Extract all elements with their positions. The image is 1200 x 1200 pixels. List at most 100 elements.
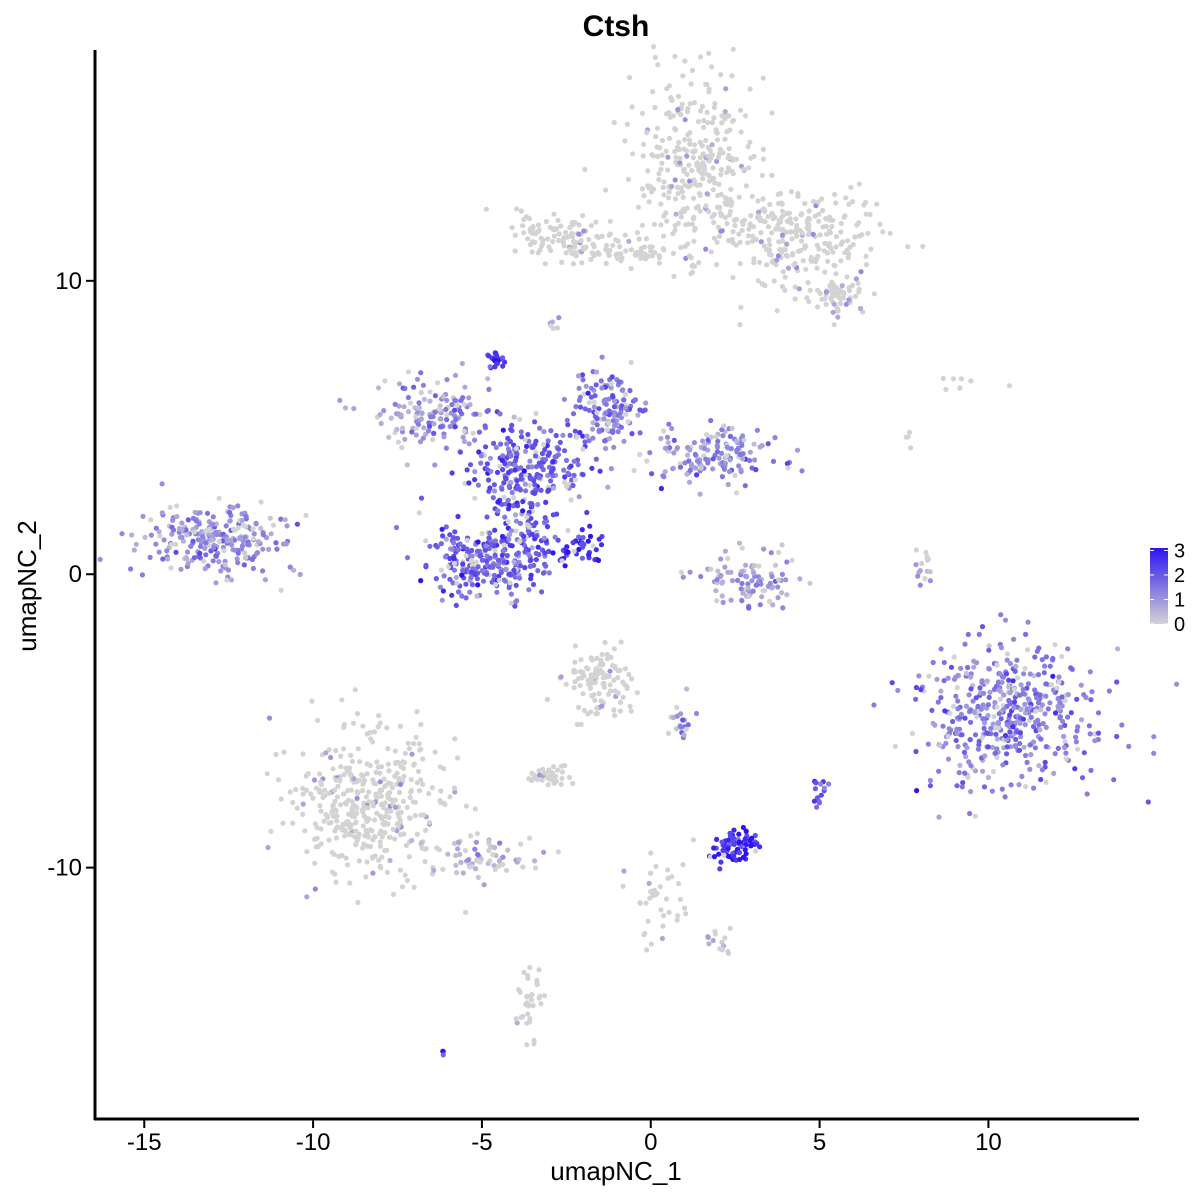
- cell-point: [722, 109, 728, 115]
- cell-point: [503, 867, 510, 873]
- cell-point: [532, 858, 538, 864]
- cell-point: [714, 598, 720, 604]
- cell-point: [485, 376, 491, 382]
- cell-point: [669, 183, 675, 189]
- cell-point: [693, 710, 700, 717]
- cell-point: [863, 199, 869, 205]
- cell-point: [551, 233, 558, 239]
- cell-point: [360, 845, 366, 851]
- cell-point: [491, 572, 498, 579]
- chart-title: Ctsh: [583, 10, 650, 43]
- cell-point: [341, 772, 347, 778]
- cell-point: [718, 72, 724, 78]
- cell-point: [153, 525, 159, 531]
- cell-point: [156, 549, 162, 555]
- cell-point: [347, 880, 353, 886]
- cell-point: [667, 445, 673, 451]
- cell-point: [530, 776, 536, 783]
- cell-point: [779, 249, 785, 256]
- cell-point: [1025, 681, 1031, 687]
- cell-point: [627, 74, 633, 81]
- cell-point: [572, 679, 578, 685]
- cell-point: [1043, 779, 1049, 785]
- cell-point: [366, 789, 372, 795]
- cell-point: [375, 385, 382, 391]
- cell-point: [570, 411, 577, 417]
- cell-point: [819, 196, 825, 202]
- cell-point: [997, 671, 1003, 677]
- cell-point: [1087, 731, 1093, 737]
- cell-point: [575, 676, 582, 682]
- cell-point: [649, 471, 655, 477]
- cell-point: [779, 208, 786, 214]
- cell-point: [378, 420, 384, 427]
- cell-point: [868, 246, 874, 252]
- cell-point: [985, 712, 991, 719]
- cell-point: [775, 584, 781, 590]
- cell-point: [381, 805, 387, 811]
- cell-point: [505, 446, 511, 452]
- cell-point: [648, 888, 655, 895]
- cell-point: [457, 851, 463, 858]
- cell-point: [509, 422, 515, 428]
- cell-point: [584, 433, 590, 439]
- cell-point: [691, 142, 698, 148]
- cell-point: [690, 155, 696, 161]
- cell-point: [1026, 697, 1032, 703]
- cell-point: [505, 519, 511, 525]
- cell-point: [450, 540, 457, 546]
- cell-point: [594, 410, 600, 416]
- x-tick-label: 10: [975, 1129, 1002, 1156]
- cell-point: [397, 867, 404, 873]
- cell-point: [591, 244, 597, 250]
- cell-point: [681, 146, 687, 152]
- cell-point: [795, 248, 802, 254]
- cell-point: [817, 232, 823, 238]
- cell-point: [479, 568, 485, 574]
- cell-point: [648, 870, 654, 876]
- cell-point: [580, 246, 587, 252]
- cell-point: [745, 581, 751, 587]
- cell-point: [1036, 700, 1042, 706]
- cell-point: [409, 837, 415, 844]
- cell-point: [530, 581, 537, 588]
- cell-point: [601, 398, 607, 404]
- cell-point: [403, 842, 409, 849]
- cell-point: [855, 280, 861, 286]
- cell-point: [685, 722, 691, 728]
- cell-point: [726, 237, 732, 244]
- cell-point: [542, 515, 548, 521]
- cell-point: [576, 222, 582, 228]
- cell-point: [434, 544, 440, 550]
- cell-point: [475, 852, 481, 858]
- cell-point: [959, 784, 965, 790]
- cell-point: [501, 542, 507, 548]
- cell-point: [512, 248, 518, 254]
- cell-point: [520, 864, 526, 870]
- cell-point: [1032, 654, 1038, 660]
- cell-point: [643, 400, 649, 406]
- cell-point: [706, 209, 712, 215]
- cell-point: [528, 997, 535, 1003]
- cell-point: [496, 577, 502, 583]
- cell-point: [545, 236, 551, 242]
- cell-point: [685, 132, 691, 138]
- cell-point: [440, 533, 446, 539]
- cell-point: [506, 532, 513, 538]
- cell-point: [455, 589, 462, 595]
- cell-point: [438, 567, 444, 573]
- cell-point: [452, 407, 458, 413]
- cell-point: [573, 404, 579, 410]
- cell-point: [947, 710, 953, 716]
- cell-point: [729, 168, 735, 174]
- cell-point: [173, 549, 179, 555]
- cell-point: [738, 304, 744, 310]
- cell-point: [461, 428, 467, 434]
- cell-point: [611, 707, 617, 713]
- cell-point: [678, 209, 684, 215]
- cell-point: [167, 504, 173, 511]
- cell-point: [643, 236, 650, 242]
- cell-point: [326, 790, 332, 796]
- cell-point: [557, 439, 563, 445]
- cell-point: [421, 425, 427, 431]
